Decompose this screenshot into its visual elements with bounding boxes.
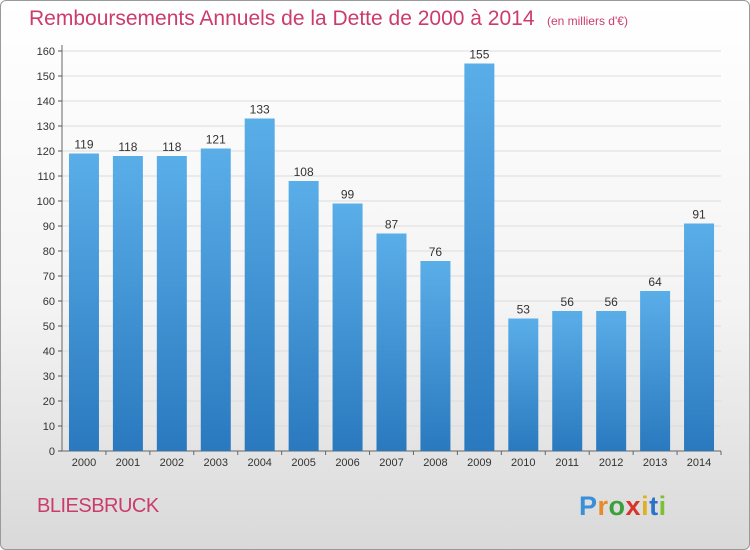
- y-tick-label: 50: [43, 321, 55, 333]
- x-tick-label: 2014: [687, 457, 711, 469]
- data-label: 91: [692, 208, 706, 222]
- x-tick-label: 2000: [72, 457, 96, 469]
- bar: [684, 223, 715, 451]
- y-tick-label: 0: [49, 446, 55, 458]
- x-tick-label: 2012: [599, 457, 623, 469]
- x-tick-label: 2010: [511, 457, 535, 469]
- data-labels: 119 118 118 121 133 108 99 87 76 155 53 56 56 64 91: [74, 48, 706, 317]
- data-label: 56: [561, 295, 575, 309]
- data-label: 155: [469, 48, 489, 62]
- bar: [596, 311, 627, 451]
- x-tick-label: 2008: [423, 457, 447, 469]
- x-axis-ticks: 2000 2001 2002 2003 2004 2005 2006 2007 2008 2009…: [72, 451, 722, 469]
- bar: [420, 261, 451, 451]
- y-tick-label: 20: [43, 396, 55, 408]
- y-tick-label: 90: [43, 221, 55, 233]
- unit-label: (en milliers d'€): [546, 14, 628, 28]
- commune-name: BLIESBRUCK: [37, 495, 159, 517]
- y-tick-label: 70: [43, 271, 55, 283]
- logo-letter: x: [625, 491, 642, 521]
- y-tick-label: 140: [37, 96, 55, 108]
- data-label: 118: [162, 140, 181, 154]
- y-axis-ticks: 0 10 20 30 40 50 60 70 80 90 100 110 120 130 140 150 160: [37, 46, 62, 458]
- x-tick-label: 2009: [467, 457, 491, 469]
- data-label: 64: [648, 275, 662, 289]
- logo-letter: i: [658, 491, 667, 521]
- y-tick-label: 120: [37, 146, 55, 158]
- y-tick-label: 60: [43, 296, 55, 308]
- data-label: 56: [604, 295, 618, 309]
- proxiti-logo[interactable]: Proxiti: [579, 491, 667, 522]
- logo-letter: r: [597, 491, 609, 521]
- bar: [288, 181, 319, 451]
- bar: [200, 148, 231, 451]
- data-label: 53: [517, 303, 531, 317]
- bar: [376, 233, 407, 451]
- bar: [552, 311, 583, 451]
- data-label: 99: [341, 188, 355, 202]
- bar: [332, 203, 363, 451]
- y-tick-label: 30: [43, 371, 55, 383]
- x-tick-label: 2006: [335, 457, 359, 469]
- bar: [112, 156, 143, 451]
- logo-letter: P: [579, 491, 598, 521]
- bars: [68, 63, 715, 451]
- logo-letter: o: [608, 491, 626, 521]
- data-label: 76: [429, 245, 443, 259]
- y-tick-label: 80: [43, 246, 55, 258]
- x-tick-label: 2011: [555, 457, 579, 469]
- bar: [508, 318, 539, 451]
- y-tick-label: 150: [37, 71, 55, 83]
- y-tick-label: 100: [37, 196, 55, 208]
- data-label: 133: [250, 103, 270, 117]
- title-text: Remboursements Annuels de la Dette de 20…: [29, 7, 535, 30]
- data-label: 119: [74, 138, 93, 152]
- y-tick-label: 160: [37, 46, 55, 58]
- y-tick-label: 40: [43, 346, 55, 358]
- y-tick-label: 10: [43, 421, 55, 433]
- data-label: 87: [385, 218, 399, 232]
- data-label: 121: [206, 133, 226, 147]
- chart-title: Remboursements Annuels de la Dette de 20…: [29, 7, 628, 31]
- data-label: 118: [118, 140, 137, 154]
- bar: [156, 156, 187, 451]
- y-tick-label: 130: [37, 121, 55, 133]
- x-tick-label: 2001: [116, 457, 140, 469]
- data-label: 108: [294, 165, 314, 179]
- x-tick-label: 2003: [204, 457, 228, 469]
- x-tick-label: 2004: [247, 457, 271, 469]
- x-tick-label: 2013: [643, 457, 667, 469]
- logo-letter: i: [641, 491, 650, 521]
- bar: [68, 153, 99, 451]
- logo-letter: t: [649, 491, 659, 521]
- x-tick-label: 2002: [160, 457, 184, 469]
- x-tick-label: 2007: [379, 457, 403, 469]
- y-tick-label: 110: [37, 171, 55, 183]
- bar: [640, 291, 671, 451]
- bar: [244, 118, 275, 451]
- x-tick-label: 2005: [291, 457, 315, 469]
- bar: [464, 63, 495, 451]
